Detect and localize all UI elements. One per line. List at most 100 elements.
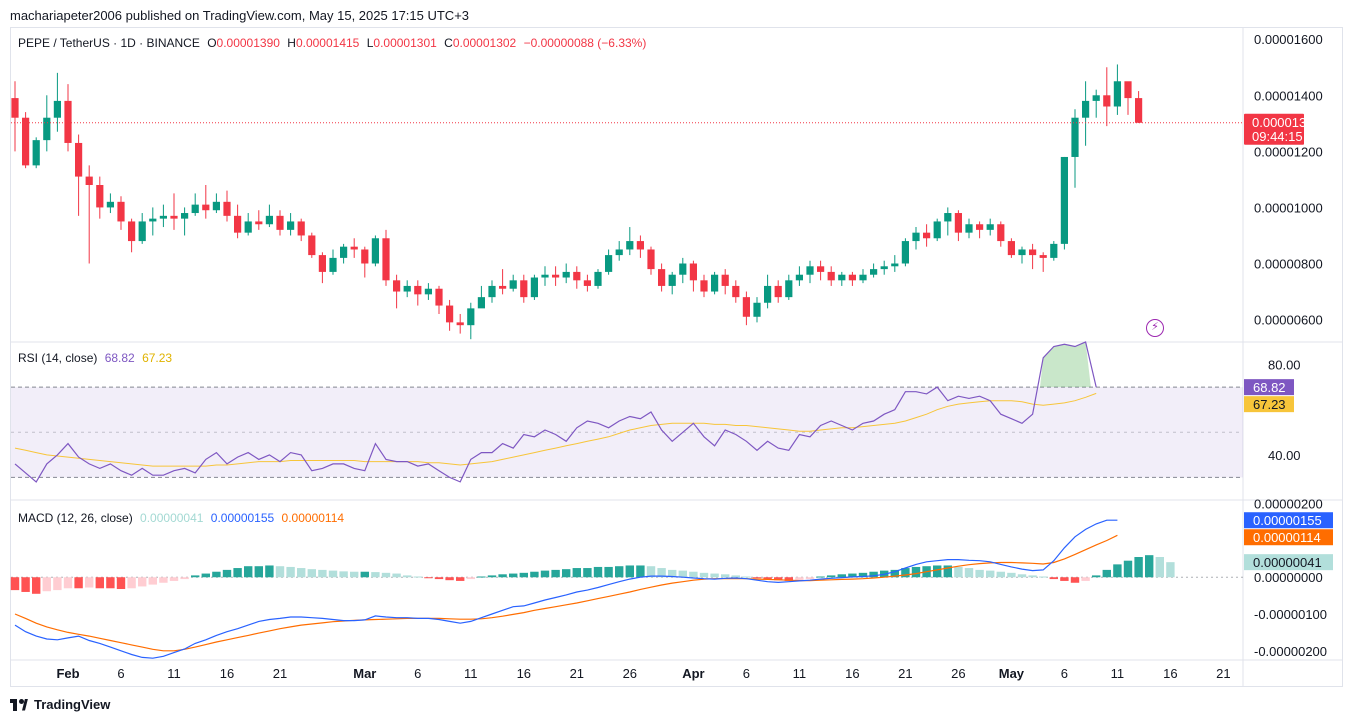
macd-hist-bar [625,565,634,578]
candle-body [976,224,984,230]
macd-hist-bar [148,577,157,585]
macd-hist-bar [116,577,126,590]
candle-body [138,221,146,242]
candle-body [191,204,199,214]
price-legend: PEPE / TetherUS · 1D · BINANCE O0.000013… [18,36,650,50]
macd-hist-bar [159,577,168,583]
x-tick-label: Feb [56,666,79,681]
macd-hist-bar [615,566,624,578]
rsi-legend: RSI (14, close) 68.82 67.23 [18,351,176,365]
candle-body [308,235,316,256]
macd-hist-bar [795,577,804,581]
candle-body [287,221,295,230]
macd-hist-bar [212,571,221,578]
macd-hist-bar [890,569,899,578]
signal-tag-bg [1244,529,1333,546]
macd-hist-bar [339,571,348,578]
price-tag-countdown: 09:44:15 [1252,129,1303,144]
macd-hist-bar [1102,569,1111,578]
macd-hist-tag-bg [1244,554,1333,571]
macd-hist-bar [816,576,825,578]
macd-hist-bar [286,566,295,578]
candle-body [615,249,623,256]
macd-hist-bar [487,575,497,578]
candle-body [85,176,93,185]
macd-tick-label: -0.00000100 [1254,607,1327,622]
candle-body [658,269,666,286]
candle-body [1082,100,1090,118]
change-value: −0.00000088 (−6.33%) [523,36,647,50]
low-value: 0.00001301 [373,36,437,50]
candle-body [318,255,326,272]
candle-body [785,280,793,298]
macd-hist-bar [233,568,242,578]
tradingview-logo-icon [10,698,28,711]
macd-hist-bar [562,569,571,578]
candle-body [711,274,719,292]
candle-body [1029,249,1037,256]
macd-tick-label: 0.00000000 [1254,570,1323,585]
macd-hist-bar [509,573,518,578]
macd-hist-bar [307,569,316,578]
candle-body [75,142,83,177]
publisher-line: machariapeter2006 published on TradingVi… [10,8,470,23]
macd-tick-label: 0.00000200 [1254,497,1323,512]
macd-hist-bar [593,566,603,578]
candle-body [530,277,538,298]
macd-hist-bar [848,573,857,578]
high-label: H [287,36,296,50]
candle-body [859,274,867,281]
macd-hist-bar [191,575,200,578]
candle-body [636,241,644,250]
x-tick-label: Mar [353,666,376,681]
x-tick-label: 6 [414,666,421,681]
symbol-label[interactable]: PEPE / TetherUS · 1D · BINANCE [18,36,200,50]
macd-hist-bar [498,574,507,578]
macd-hist-bar [530,571,539,578]
macd-hist-bar [1155,557,1164,578]
x-tick-label: 11 [1111,666,1125,681]
candle-body [1135,98,1143,123]
candle-body [128,221,136,242]
candle-body [997,224,1005,242]
candle-body [446,305,454,323]
candle-body [732,285,740,298]
footer-brand[interactable]: TradingView [10,697,110,712]
macd-hist-bar [392,573,401,578]
candle-body [880,266,888,270]
macd-hist-bar [699,572,709,578]
rsi-name[interactable]: RSI (14, close) [18,351,98,365]
x-tick-label: Apr [682,666,704,681]
chart-frame [10,27,1343,687]
macd-hist-bar [95,577,104,589]
macd-hist-bar [222,569,232,578]
macd-name[interactable]: MACD (12, 26, close) [18,511,133,525]
rsi-ma-line [14,392,1097,467]
macd-hist-bar [63,577,73,589]
macd-hist-bar [668,569,677,578]
macd-hist-bar [1166,562,1175,578]
candle-body [43,117,51,141]
macd-hist-bar [572,568,581,578]
macd-hist-bar [21,577,30,592]
x-tick-label: 16 [845,666,859,681]
macd-hist-bar [954,566,963,578]
macd-hist-bar [127,577,136,589]
candle-body [870,269,878,275]
macd-hist-bar [742,576,751,578]
candle-body [382,238,390,281]
macd-tag-bg [1244,512,1333,529]
candle-body [1060,156,1068,244]
macd-tag-value: 0.00000155 [1253,513,1322,528]
lightning-icon[interactable]: ⚡ [1146,319,1164,337]
candle-body [817,266,825,272]
price-tick-label: 0.00001400 [1254,88,1323,103]
macd-hist-bar [254,566,263,578]
close-label: C [444,36,453,50]
macd-hist-bar [275,566,285,578]
macd-hist-bar [837,574,846,578]
macd-hist-bar [604,566,613,578]
candle-body [1050,243,1058,258]
macd-hist-bar [10,577,20,591]
